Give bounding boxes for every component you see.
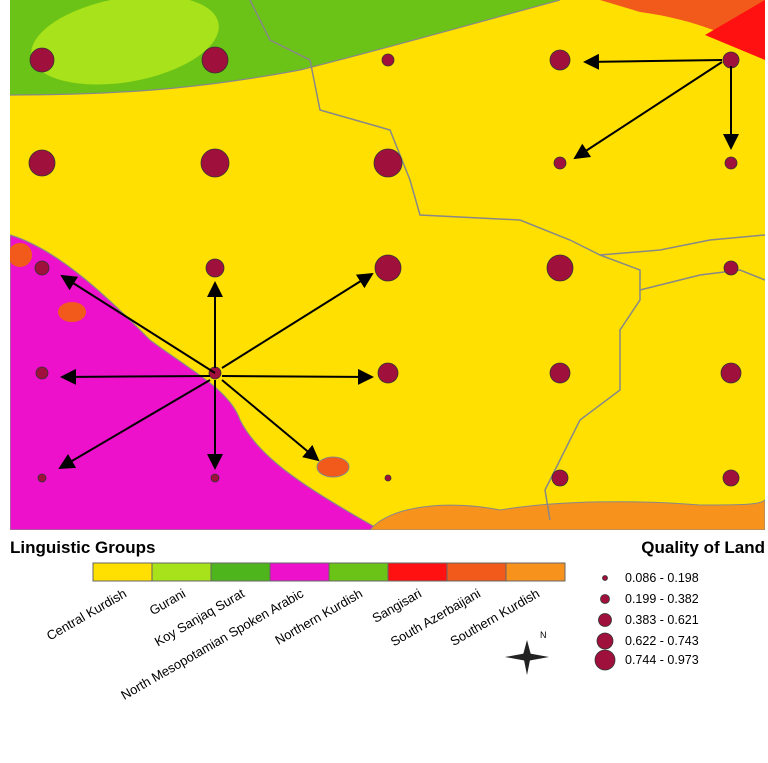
dot xyxy=(210,473,220,483)
legend-swatch xyxy=(151,562,212,582)
quality-symbol xyxy=(594,649,616,671)
dot xyxy=(373,148,403,178)
quality-symbol xyxy=(596,632,614,650)
dot xyxy=(28,149,56,177)
dot xyxy=(34,260,50,276)
dot xyxy=(200,148,230,178)
legend-swatch xyxy=(446,562,507,582)
dot xyxy=(35,366,49,380)
dot xyxy=(201,46,229,74)
legend-title: Linguistic Groups xyxy=(10,538,155,557)
quality-symbol xyxy=(600,594,610,604)
quality-label: 0.622 - 0.743 xyxy=(625,634,699,648)
dot xyxy=(549,49,571,71)
quality-label: 0.744 - 0.973 xyxy=(625,653,699,667)
legend-swatch xyxy=(92,562,153,582)
legend-swatch xyxy=(505,562,566,582)
dot xyxy=(381,53,395,67)
compass-label: N xyxy=(540,630,547,640)
legend-swatch xyxy=(328,562,389,582)
compass: N xyxy=(505,630,549,675)
quality-label: 0.086 - 0.198 xyxy=(625,571,699,585)
quality-legend: 0.086 - 0.198 0.199 - 0.382 0.383 - 0.621 0… xyxy=(594,571,699,671)
dot xyxy=(377,362,399,384)
quality-symbol xyxy=(602,575,608,581)
dot xyxy=(720,362,742,384)
dot xyxy=(723,260,739,276)
dot xyxy=(553,156,567,170)
dot xyxy=(722,469,740,487)
dot xyxy=(384,474,392,482)
quality-symbol xyxy=(598,613,612,627)
dot xyxy=(722,51,740,69)
dot xyxy=(546,254,574,282)
dot xyxy=(551,469,569,487)
dot xyxy=(549,362,571,384)
quality-label: 0.199 - 0.382 xyxy=(625,592,699,606)
dot xyxy=(205,258,225,278)
map xyxy=(10,0,765,530)
quality-dots xyxy=(28,46,742,487)
dot xyxy=(37,473,47,483)
dot xyxy=(724,156,738,170)
legend-swatch xyxy=(387,562,448,582)
legend-label: Central Kurdish xyxy=(44,586,129,644)
arrows xyxy=(58,53,739,470)
legend-swatch xyxy=(210,562,271,582)
legend-swatch xyxy=(269,562,330,582)
dot xyxy=(29,47,55,73)
quality-label: 0.383 - 0.621 xyxy=(625,613,699,627)
quality-title: Quality of Land xyxy=(641,538,765,557)
legend-label: Gurani xyxy=(147,586,188,619)
dot xyxy=(374,254,402,282)
